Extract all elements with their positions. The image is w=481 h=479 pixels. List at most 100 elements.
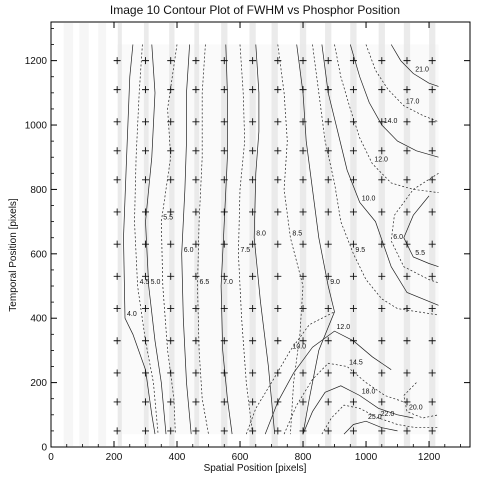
contour-line (181, 44, 192, 435)
sample-marker (324, 272, 332, 280)
y-tick-label: 200 (30, 378, 47, 389)
sample-marker (249, 240, 257, 248)
sample-marker (167, 57, 175, 65)
sample-marker (220, 337, 228, 345)
sample-marker (299, 118, 307, 126)
sample-marker (378, 305, 386, 313)
sample-marker (192, 305, 200, 313)
image-stripe (249, 23, 256, 446)
sample-marker (378, 86, 386, 94)
image-stripe (117, 23, 122, 446)
sample-marker (274, 118, 282, 126)
sample-marker (249, 57, 257, 65)
sample-marker (142, 305, 150, 313)
sample-marker (142, 118, 150, 126)
contour-label: 7.5 (240, 247, 250, 254)
sample-marker (249, 118, 257, 126)
sample-marker (324, 147, 332, 155)
sample-marker (349, 86, 357, 94)
sample-marker (378, 240, 386, 248)
x-tick-label: 800 (295, 452, 312, 463)
sample-marker (378, 147, 386, 155)
sample-marker (249, 337, 257, 345)
sample-marker (403, 208, 411, 216)
sample-marker (274, 86, 282, 94)
contour-line (283, 362, 404, 435)
sample-marker (274, 176, 282, 184)
sample-marker (324, 240, 332, 248)
sample-marker (142, 208, 150, 216)
sample-marker (192, 398, 200, 406)
sample-marker (249, 86, 257, 94)
sample-marker (113, 240, 121, 248)
image-stripe (169, 23, 175, 446)
sample-marker (220, 398, 228, 406)
sample-marker (142, 240, 150, 248)
sample-marker (349, 337, 357, 345)
image-stripe (98, 23, 107, 446)
sample-marker (403, 147, 411, 155)
contour-label: 6.5 (199, 279, 209, 286)
sample-marker (378, 272, 386, 280)
y-tick-label: 1000 (25, 121, 48, 132)
sample-marker (192, 176, 200, 184)
y-tick-label: 400 (30, 314, 47, 325)
sample-marker (220, 86, 228, 94)
contour-line (312, 44, 439, 316)
x-tick-label: 1200 (418, 452, 441, 463)
sample-marker (428, 337, 436, 345)
contour-label: 12.0 (337, 324, 351, 331)
sample-marker (428, 57, 436, 65)
x-tick-label: 600 (232, 452, 249, 463)
sample-markers (113, 57, 436, 435)
sample-marker (428, 427, 436, 435)
image-stripe (299, 23, 307, 446)
contour-line (296, 44, 335, 435)
contour-label: 14.5 (349, 360, 363, 367)
sample-marker (167, 118, 175, 126)
sample-marker (113, 398, 121, 406)
sample-marker (192, 57, 200, 65)
contour-line (343, 420, 398, 435)
axes (50, 21, 471, 448)
sample-marker (349, 369, 357, 377)
sample-marker (142, 57, 150, 65)
image-stripe (63, 23, 74, 446)
sample-marker (349, 118, 357, 126)
contour-label: 17.0 (406, 99, 420, 106)
contour-line (220, 44, 233, 435)
sample-marker (349, 305, 357, 313)
image-stripe (79, 23, 89, 446)
sample-marker (220, 118, 228, 126)
sample-marker (403, 240, 411, 248)
sample-marker (349, 272, 357, 280)
sample-marker (220, 427, 228, 435)
contour-line (264, 330, 392, 435)
sample-marker (378, 398, 386, 406)
sample-marker (403, 427, 411, 435)
sample-marker (299, 86, 307, 94)
sample-marker (167, 272, 175, 280)
sample-marker (192, 208, 200, 216)
sample-marker (249, 305, 257, 313)
sample-marker (192, 86, 200, 94)
contour-line (390, 44, 439, 87)
sample-marker (378, 337, 386, 345)
contour-line (277, 44, 304, 435)
image-stripe (325, 23, 332, 446)
contour-label: 7.0 (223, 279, 233, 286)
sample-marker (192, 147, 200, 155)
y-axis-ticks: 0 200 400 600 800 1000 1200 (25, 28, 470, 454)
sample-marker (349, 240, 357, 248)
sample-marker (299, 272, 307, 280)
sample-marker (324, 427, 332, 435)
sample-marker (299, 398, 307, 406)
contour-label: 10.0 (362, 195, 376, 202)
sample-marker (167, 398, 175, 406)
sample-marker (220, 147, 228, 155)
y-tick-label: 1200 (25, 56, 48, 67)
contour-label: 6.0 (184, 247, 194, 254)
contour-label: 20.0 (409, 405, 423, 412)
contour-line (123, 44, 156, 435)
